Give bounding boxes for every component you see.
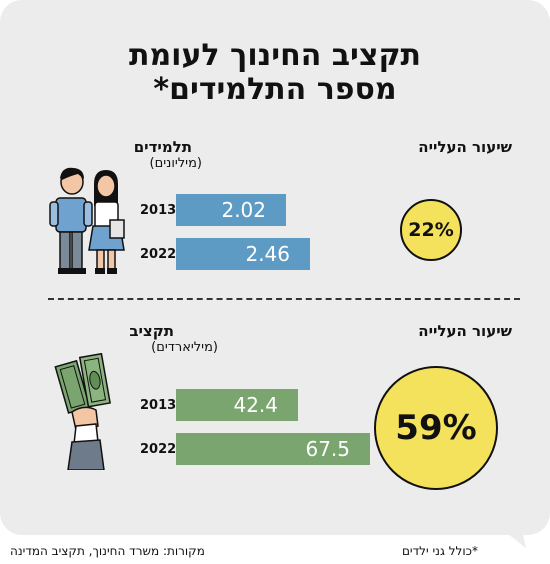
students-rate-label: שיעור העלייה [418, 138, 512, 156]
budget-bar-2022: 67.5 [176, 433, 370, 465]
students-year-2022: 2022 [140, 247, 177, 262]
budget-bar-value-2013: 42.4 [233, 393, 278, 417]
budget-rate-label: שיעור העלייה [418, 322, 512, 340]
students-year-2013: 2013 [140, 203, 177, 218]
budget-rate-circle: 59% [374, 366, 498, 490]
footnote: *כולל גני ילדים [401, 544, 478, 558]
budget-year-2013: 2013 [140, 398, 177, 413]
students-bar-2022: 2.46 [176, 238, 310, 270]
money-hand-icon [54, 352, 111, 470]
students-bar-value-2013: 2.02 [221, 198, 266, 222]
students-icon [49, 167, 125, 274]
budget-bar-value-2022: 67.5 [305, 437, 350, 461]
speech-bubble-tail [490, 520, 526, 548]
sources: מקורות: משרד החינוך, תקציב המדינה [10, 544, 205, 558]
students-unit: (מיליונים) [149, 156, 202, 171]
title-line-2: מספר התלמידים* [153, 72, 397, 107]
students-rate-circle: 22% [400, 199, 462, 261]
students-label: תלמידים [133, 138, 192, 156]
students-bar-2013: 2.02 [176, 194, 286, 226]
title-line-1: תקציב החינוך לעומת [128, 38, 422, 73]
section-divider [48, 298, 520, 300]
students-bar-value-2022: 2.46 [245, 242, 290, 266]
budget-bar-2013: 42.4 [176, 389, 298, 421]
budget-label: תקציב [129, 322, 174, 340]
budget-unit: (מיליארדים) [151, 340, 218, 355]
budget-year-2022: 2022 [140, 442, 177, 457]
